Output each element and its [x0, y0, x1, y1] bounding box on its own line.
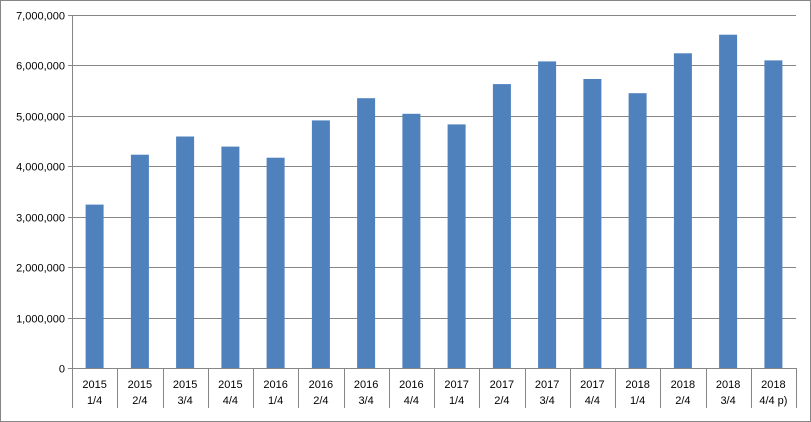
y-tick-label: 3,000,000	[16, 213, 65, 225]
x-tick-label-year: 2015	[218, 379, 242, 391]
y-tick-label: 7,000,000	[16, 11, 65, 23]
x-tick-label-quarter: 4/4	[223, 395, 238, 407]
bar	[176, 136, 195, 368]
x-tick-label-year: 2017	[580, 379, 604, 391]
x-tick-label-quarter: 2/4	[132, 395, 147, 407]
x-tick-labels: 2015 1/4 2015 2/4 2015 3/4 2015 4/4 2016 1/4 2016 2…	[82, 379, 787, 407]
x-tick-label-quarter: 3/4	[177, 395, 192, 407]
x-tick-label-quarter: 4/4	[585, 395, 600, 407]
bar	[221, 146, 240, 368]
x-tick-label-quarter: 2/4	[675, 395, 690, 407]
bar	[311, 120, 330, 369]
bar	[628, 93, 647, 368]
bar	[85, 204, 104, 368]
x-tick-label-quarter: 1/4	[87, 395, 102, 407]
y-tick-label: 1,000,000	[16, 314, 65, 326]
bars	[85, 34, 783, 369]
x-tick-label-year: 2017	[444, 379, 468, 391]
bar	[764, 60, 783, 369]
x-tick-label-quarter: 3/4	[358, 395, 373, 407]
x-tick-label-year: 2016	[263, 379, 287, 391]
x-tick-label-quarter: 3/4	[720, 395, 735, 407]
bar	[447, 124, 466, 369]
x-tick-label-year: 2016	[309, 379, 333, 391]
bar	[719, 34, 738, 368]
y-tick-label: 6,000,000	[16, 61, 65, 73]
x-tick-label-year: 2016	[399, 379, 423, 391]
x-tick-label-year: 2018	[671, 379, 695, 391]
bar	[357, 98, 376, 368]
x-tick-label-quarter: 2/4	[494, 395, 509, 407]
x-tick-label-quarter: 1/4	[268, 395, 283, 407]
x-tick-label-year: 2015	[128, 379, 152, 391]
y-tick-label: 0	[59, 364, 65, 376]
axes	[68, 15, 797, 408]
x-tick-label-year: 2017	[490, 379, 514, 391]
bar	[673, 53, 692, 369]
bar	[492, 84, 511, 368]
y-tick-label: 4,000,000	[16, 162, 65, 174]
x-tick-label-quarter: 3/4	[539, 395, 554, 407]
y-tick-label: 2,000,000	[16, 263, 65, 275]
x-tick-label-quarter: 1/4	[449, 395, 464, 407]
y-tick-label: 5,000,000	[16, 112, 65, 124]
x-tick-label-year: 2016	[354, 379, 378, 391]
y-tick-labels: 0 1,000,000 2,000,000 3,000,000 4,000,000 5,0…	[16, 11, 65, 376]
x-tick-label-quarter: 2/4	[313, 395, 328, 407]
x-tick-label-quarter: 4/4 p)	[759, 395, 787, 407]
x-tick-label-year: 2017	[535, 379, 559, 391]
x-tick-label-year: 2018	[716, 379, 740, 391]
x-tick-label-year: 2015	[82, 379, 106, 391]
bar	[402, 113, 421, 368]
x-tick-label-year: 2018	[625, 379, 649, 391]
bar	[583, 79, 602, 368]
x-tick-label-year: 2015	[173, 379, 197, 391]
bar	[538, 61, 557, 369]
bar	[266, 157, 285, 368]
x-tick-label-quarter: 4/4	[404, 395, 419, 407]
x-tick-label-year: 2018	[761, 379, 785, 391]
x-tick-label-quarter: 1/4	[630, 395, 645, 407]
bar	[130, 154, 149, 368]
